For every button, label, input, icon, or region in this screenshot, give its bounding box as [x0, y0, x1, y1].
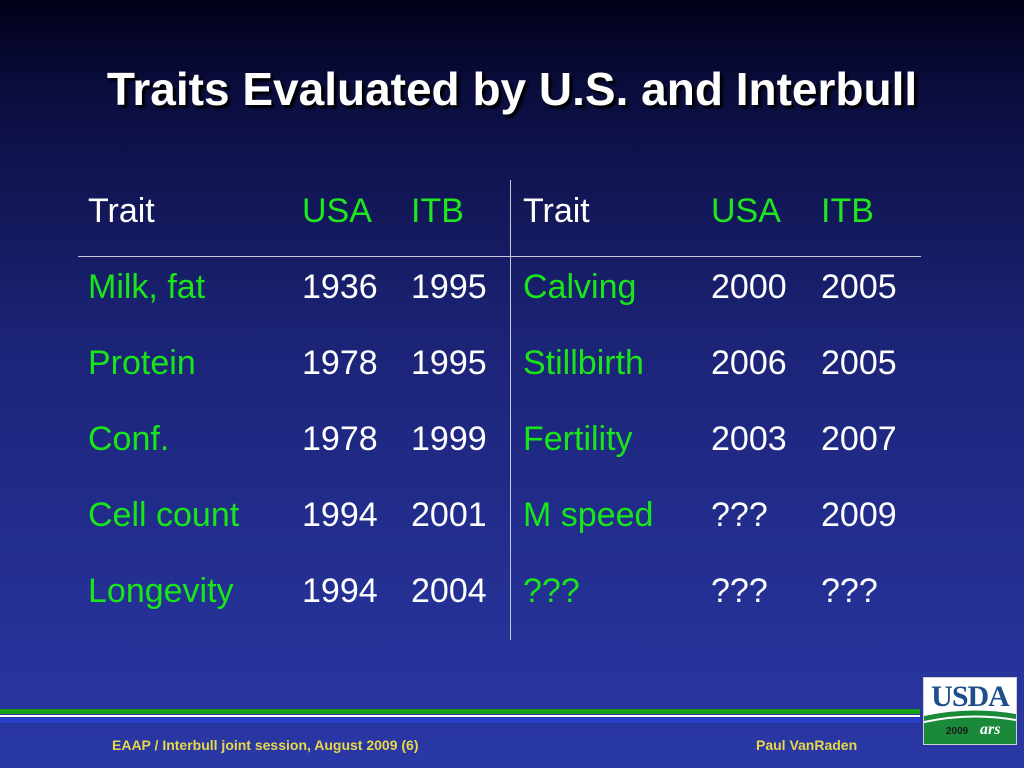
- header-trait-left: Trait: [88, 192, 155, 230]
- logo-year: 2009: [946, 726, 969, 737]
- table-row-usa: 2003: [711, 420, 787, 458]
- table-row-trait: Cell count: [88, 496, 240, 534]
- table-row-usa: 1994: [302, 496, 378, 534]
- table-row-usa: 1978: [302, 420, 378, 458]
- table-row-trait: Calving: [523, 268, 637, 306]
- table-row-trait: Stillbirth: [523, 344, 644, 382]
- table-row-usa: 2000: [711, 268, 787, 306]
- white-stripe: [0, 715, 920, 717]
- table-row-usa: ???: [711, 496, 768, 534]
- table-row-trait: Milk, fat: [88, 268, 206, 306]
- usda-swoosh-icon: [924, 710, 1016, 744]
- table-row-trait: ???: [523, 572, 580, 610]
- table-row-trait: Conf.: [88, 420, 170, 458]
- table-row-usa: ???: [711, 572, 768, 610]
- header-usa-left: USA: [302, 192, 372, 230]
- column-divider: [510, 180, 511, 640]
- table-row-itb: 2001: [411, 496, 487, 534]
- footer-author: Paul VanRaden: [756, 737, 858, 753]
- slide-title: Traits Evaluated by U.S. and Interbull: [106, 63, 918, 115]
- table-row-trait: Longevity: [88, 572, 234, 610]
- table-row-itb: 1999: [411, 420, 487, 458]
- table-row-itb: 2009: [821, 496, 897, 534]
- table-row-itb: 1995: [411, 344, 487, 382]
- table-row-trait: Protein: [88, 344, 196, 382]
- table-row-trait: M speed: [523, 496, 654, 534]
- ars-mark-icon: ars: [980, 721, 1001, 738]
- table-row-itb: 2004: [411, 572, 487, 610]
- blue-stripe: [0, 718, 920, 723]
- traits-table: Trait USA ITB Trait USA ITB Milk, fat 19…: [78, 180, 921, 640]
- header-trait-right: Trait: [523, 192, 590, 230]
- usda-logo-text: USDA: [931, 680, 1010, 713]
- table-row-itb: ???: [821, 572, 878, 610]
- usda-logo: USDA 2009 ars: [923, 677, 1017, 745]
- table-row-itb: 2007: [821, 420, 897, 458]
- table-row-usa: 1978: [302, 344, 378, 382]
- table-row-itb: 2005: [821, 268, 897, 306]
- header-itb-right: ITB: [821, 192, 874, 230]
- header-itb-left: ITB: [411, 192, 464, 230]
- table-row-usa: 1936: [302, 268, 378, 306]
- table-row-itb: 1995: [411, 268, 487, 306]
- table-row-usa: 2006: [711, 344, 787, 382]
- green-stripe: [0, 709, 920, 714]
- header-divider: [78, 256, 921, 257]
- table-row-trait: Fertility: [523, 420, 633, 458]
- footer-stripes: [0, 703, 920, 768]
- table-row-itb: 2005: [821, 344, 897, 382]
- table-row-usa: 1994: [302, 572, 378, 610]
- footer-event: EAAP / Interbull joint session, August 2…: [112, 737, 419, 753]
- header-usa-right: USA: [711, 192, 781, 230]
